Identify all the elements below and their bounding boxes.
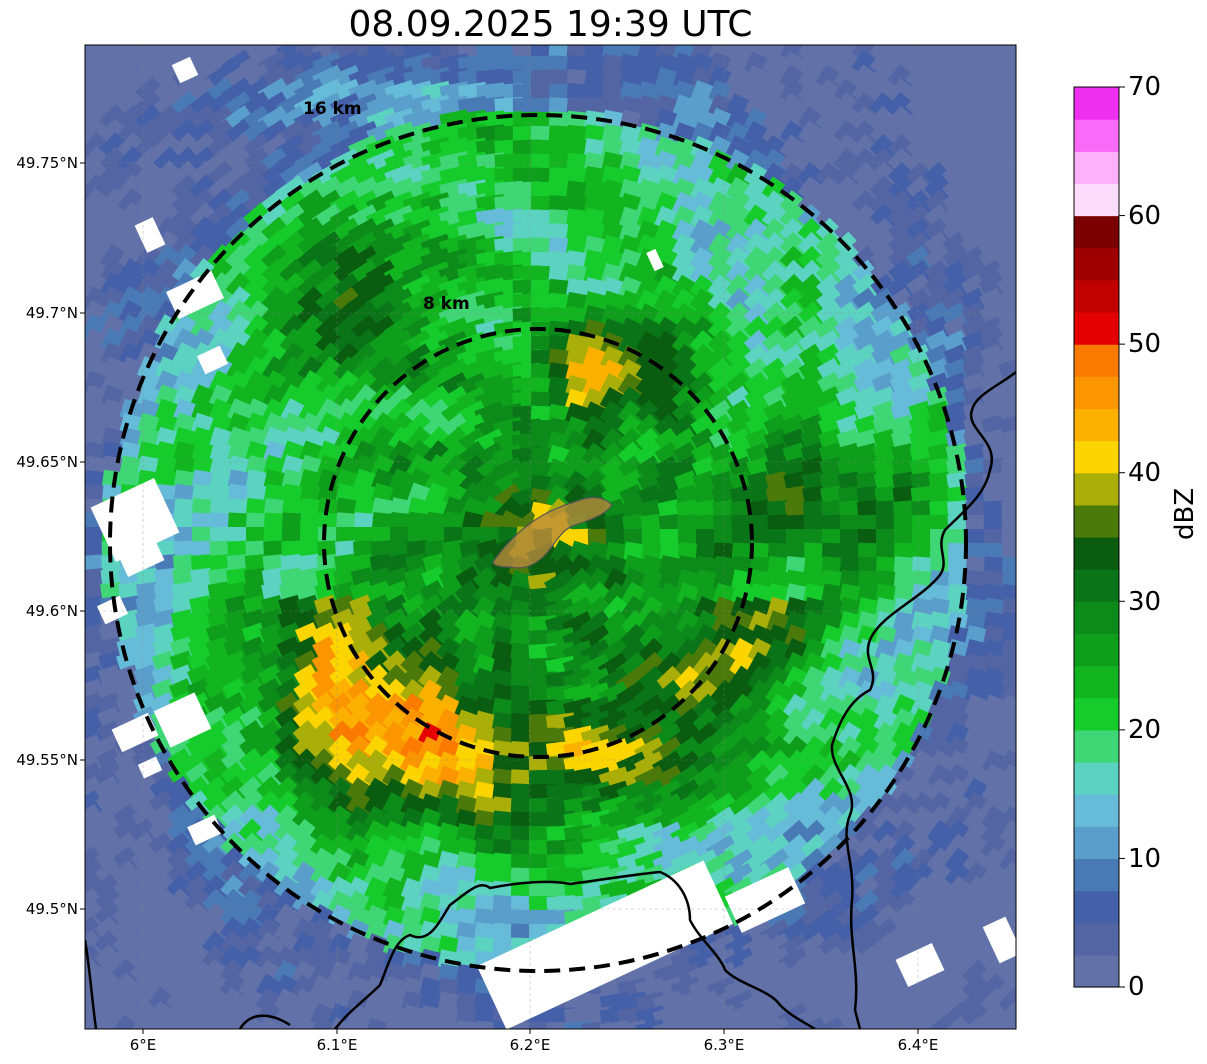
colorbar-segment [1074, 762, 1119, 795]
figure-title: 08.09.2025 19:39 UTC [348, 4, 753, 45]
lat-label-49.7: 49.7°N [25, 304, 78, 322]
lat-label-49.6: 49.6°N [25, 602, 78, 620]
lat-label-49.55: 49.55°N [16, 751, 78, 769]
colorbar-segment [1074, 87, 1119, 120]
colorbar-tick-label-0: 0 [1128, 972, 1145, 1002]
colorbar-segment [1074, 279, 1119, 313]
colorbar-segment [1074, 440, 1119, 474]
colorbar-segment [1074, 376, 1119, 410]
colorbar-segment [1074, 729, 1119, 763]
lat-label-49.65: 49.65°N [16, 453, 78, 471]
colorbar-segment [1074, 601, 1119, 635]
colorbar-segment [1074, 954, 1119, 988]
colorbar-segment [1074, 312, 1119, 345]
range-ring-label-8km: 8 km [423, 294, 470, 314]
colorbar-label: dBZ [1170, 487, 1200, 540]
colorbar-tick-label-10: 10 [1128, 844, 1162, 874]
colorbar-segment [1074, 537, 1119, 570]
colorbar-tick-label-70: 70 [1128, 72, 1162, 102]
colorbar-segment [1074, 215, 1119, 249]
range-ring-label-16km: 16 km [303, 99, 362, 119]
lat-label-49.75: 49.75°N [16, 154, 78, 172]
lon-label-6: 6°E [129, 1036, 157, 1054]
lat-label-49.5: 49.5°N [25, 900, 78, 918]
colorbar-tick-label-50: 50 [1128, 329, 1162, 359]
colorbar-tick-label-20: 20 [1128, 715, 1162, 745]
colorbar-segment [1074, 119, 1119, 152]
lon-label-6.4: 6.4°E [897, 1036, 939, 1054]
colorbar-tick-label-30: 30 [1128, 587, 1162, 617]
colorbar-segment [1074, 504, 1119, 538]
reflectivity-field [85, 45, 1016, 1029]
colorbar-segment [1074, 633, 1119, 667]
colorbar-tick-label-40: 40 [1128, 458, 1162, 488]
colorbar-segment [1074, 472, 1119, 506]
colorbar [1074, 87, 1119, 988]
colorbar-tick-label-60: 60 [1128, 201, 1162, 231]
colorbar-segment [1074, 922, 1119, 956]
lon-label-6.1: 6.1°E [316, 1036, 358, 1054]
map-area: 16 km 8 km [85, 45, 1016, 1029]
colorbar-segment [1074, 665, 1119, 699]
colorbar-segment [1074, 794, 1119, 827]
colorbar-segment [1074, 151, 1119, 185]
colorbar-segment [1074, 183, 1119, 217]
colorbar-ticks [1119, 86, 1125, 988]
lon-label-6.3: 6.3°E [703, 1036, 745, 1054]
colorbar-segment [1074, 826, 1119, 860]
colorbar-segment [1074, 408, 1119, 442]
colorbar-segment [1074, 890, 1119, 924]
colorbar-segment [1074, 697, 1119, 731]
colorbar-segment [1074, 569, 1119, 602]
colorbar-segment [1074, 344, 1119, 377]
lon-label-6.2: 6.2°E [509, 1036, 551, 1054]
colorbar-segment [1074, 247, 1119, 281]
colorbar-segment [1074, 858, 1119, 892]
